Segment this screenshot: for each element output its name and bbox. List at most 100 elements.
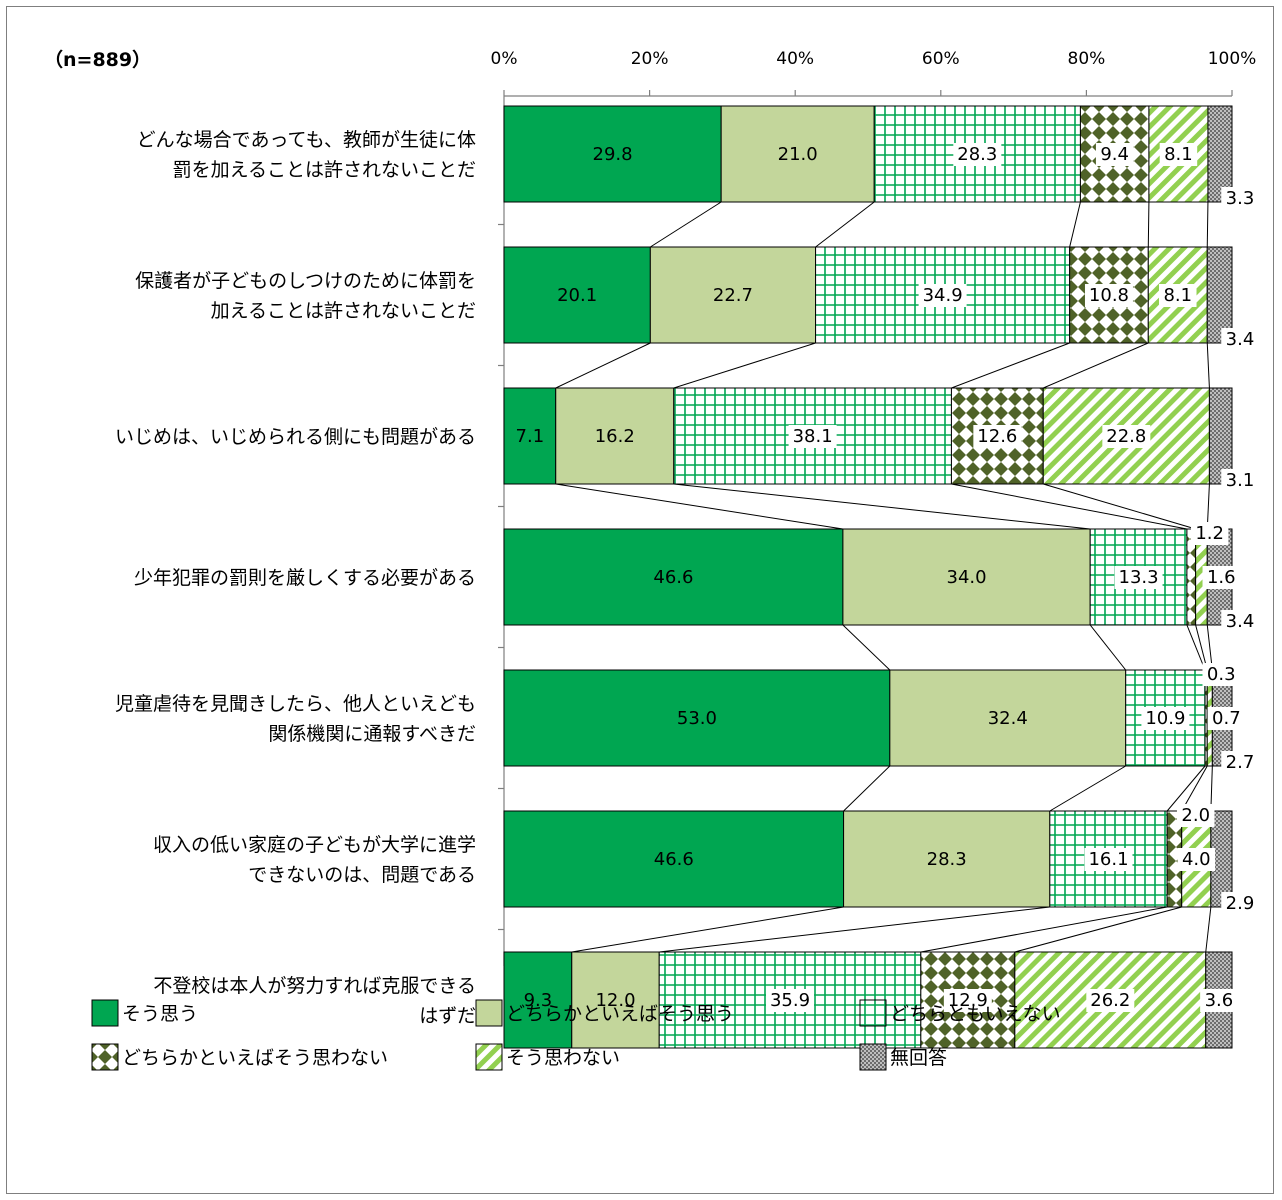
value-label-bg — [1221, 187, 1259, 210]
legend-swatch — [475, 1043, 503, 1071]
bars — [503, 105, 1233, 1049]
value-label: 2.7 — [1226, 752, 1255, 773]
value-label-bg — [1221, 469, 1259, 492]
category-label: 関係機関に通報すべきだ — [268, 723, 476, 745]
category-label: いじめは、いじめられる側にも問題がある — [115, 426, 476, 448]
bar-segment — [503, 105, 722, 203]
connector-line — [555, 483, 843, 530]
value-label-bg — [1200, 989, 1238, 1012]
value-label: 34.0 — [947, 567, 987, 588]
category-label: 少年犯罪の罰則を厳しくする必要がある — [134, 567, 476, 589]
bar-segment — [503, 810, 845, 908]
bar-segment — [503, 951, 573, 1049]
value-label: 10.9 — [1145, 708, 1185, 729]
category-label: 不登校は本人が努力すれば克服できる — [153, 975, 476, 997]
connector-line — [1195, 624, 1208, 671]
connector-line — [650, 201, 722, 248]
connector-lines — [555, 201, 1213, 953]
value-label-bg — [1095, 143, 1134, 166]
value-label-bg — [1221, 892, 1259, 915]
legend-swatch — [859, 999, 887, 1027]
value-label: 28.3 — [957, 144, 997, 165]
connector-line — [1166, 765, 1206, 812]
value-label: 2.0 — [1181, 805, 1210, 826]
bar-segment — [1206, 246, 1233, 344]
connector-line — [1186, 624, 1206, 671]
value-label: 2.9 — [1226, 893, 1255, 914]
value-label: 4.0 — [1182, 849, 1211, 870]
value-label-bg — [943, 989, 992, 1012]
bar-segment — [1208, 387, 1233, 485]
value-label: 10.8 — [1089, 285, 1129, 306]
bar-segment — [571, 951, 660, 1049]
x-tick-label: 60% — [922, 49, 960, 69]
bar-segment — [503, 246, 651, 344]
connector-line — [1206, 201, 1209, 248]
value-label: 34.9 — [923, 285, 963, 306]
connector-line — [555, 342, 651, 389]
x-tick-label: 40% — [776, 49, 814, 69]
connector-line — [571, 906, 844, 953]
value-label: 22.7 — [713, 285, 753, 306]
value-label-bg — [1202, 663, 1240, 686]
connector-line — [1069, 201, 1081, 248]
value-label-bg — [1086, 989, 1135, 1012]
value-label-bg — [1202, 566, 1241, 589]
connector-line — [1205, 906, 1212, 953]
value-label: 12.0 — [595, 990, 635, 1011]
value-label-bg — [1207, 707, 1246, 730]
legend-label: どちらともいえない — [890, 1003, 1061, 1025]
value-label-bg — [1177, 848, 1216, 871]
category-label: どんな場合であっても、教師が生徒に体 — [137, 129, 476, 151]
value-label: 53.0 — [677, 708, 717, 729]
bar-segment — [503, 387, 557, 485]
connector-line — [659, 906, 1050, 953]
bar-segment — [503, 669, 891, 767]
connector-line — [1210, 765, 1213, 812]
value-label: 8.1 — [1163, 285, 1192, 306]
connector-line — [673, 342, 816, 389]
value-label: 3.3 — [1226, 188, 1255, 209]
connector-line — [1089, 624, 1127, 671]
category-label: 収入の低い家庭の子どもが大学に進学 — [153, 834, 476, 856]
value-label: 1.2 — [1195, 523, 1224, 544]
connector-line — [920, 906, 1168, 953]
value-label: 1.6 — [1207, 567, 1236, 588]
value-label: 8.1 — [1164, 144, 1193, 165]
value-label-bg — [1084, 284, 1133, 307]
category-label: 保護者が子どものしつけのために体罰を — [135, 270, 476, 292]
legend-label: どちらかといえばそう思う — [506, 1003, 734, 1025]
legend-swatch — [859, 1043, 887, 1071]
sample-size-note: （n=889） — [44, 48, 151, 71]
value-label: 3.1 — [1226, 470, 1255, 491]
value-label: 13.3 — [1119, 567, 1159, 588]
value-label: 32.4 — [988, 708, 1028, 729]
value-label-bg — [1159, 284, 1197, 307]
bar-segment — [1207, 105, 1233, 203]
legend-label: 無回答 — [890, 1047, 947, 1069]
value-label: 46.6 — [653, 567, 693, 588]
value-label-bg — [1114, 566, 1163, 589]
connector-line — [951, 342, 1070, 389]
x-tick-label: 100% — [1208, 49, 1257, 69]
connector-line — [1049, 765, 1126, 812]
legend-swatch — [91, 1043, 119, 1071]
value-label: 0.3 — [1207, 664, 1236, 685]
value-label-bg — [1102, 425, 1151, 448]
bar-segment — [720, 105, 875, 203]
x-axis: 0% 20% 40% 60% 80% 100% — [491, 49, 1257, 966]
category-label: 児童虐待を見聞きしたら、他人といえども — [115, 693, 476, 715]
value-label: 9.4 — [1100, 144, 1129, 165]
value-label: 16.1 — [1088, 849, 1128, 870]
value-label: 35.9 — [770, 990, 810, 1011]
value-label: 12.6 — [977, 426, 1017, 447]
value-label-bg — [973, 425, 1022, 448]
bar-segment — [842, 528, 1091, 626]
x-tick-label: 80% — [1068, 49, 1106, 69]
value-label: 16.2 — [595, 426, 635, 447]
connector-line — [1206, 342, 1210, 389]
x-tick-label: 0% — [491, 49, 518, 69]
value-label: 22.8 — [1106, 426, 1146, 447]
connector-line — [1043, 483, 1196, 530]
